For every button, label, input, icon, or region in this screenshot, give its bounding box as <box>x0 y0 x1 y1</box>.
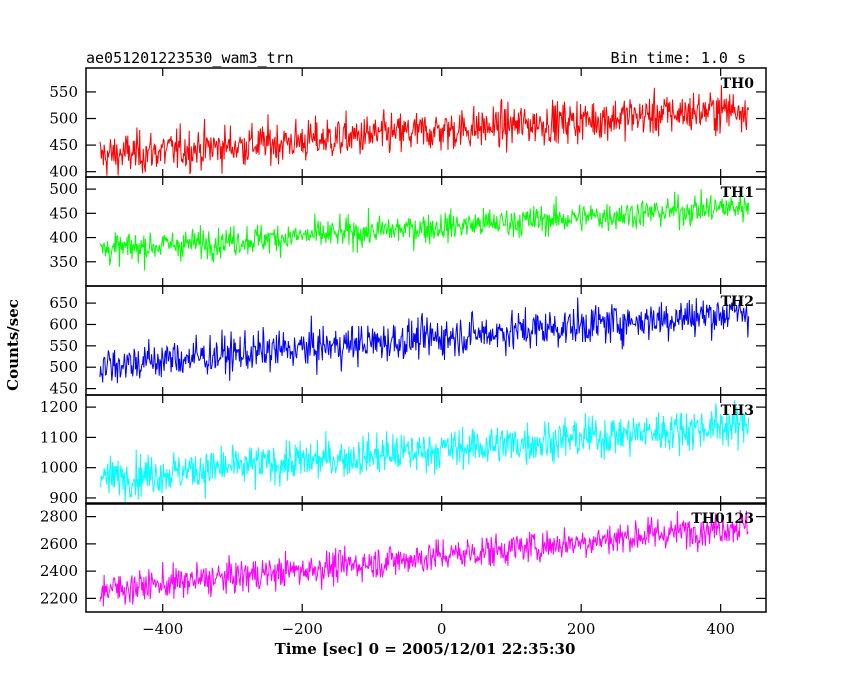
panel-frame-th0 <box>85 67 767 178</box>
y-tick-label: 450 <box>49 136 78 154</box>
y-tick-label: 2200 <box>40 589 78 607</box>
plot-title: ae051201223530_wam3_trn <box>86 49 294 67</box>
y-tick-label: 400 <box>49 229 78 247</box>
panels-group: 400 450 500 550 TH0 350 400 450 500 TH1 450 500 550 6… <box>40 67 767 638</box>
panel-label-th0: TH0 <box>721 76 755 92</box>
y-tick-label: 350 <box>49 253 78 271</box>
panel-label-th0123: TH0123 <box>691 511 754 527</box>
y-tick-label: 400 <box>49 163 78 181</box>
y-tick-label: 1100 <box>40 428 78 446</box>
x-tick-label: 200 <box>567 620 596 638</box>
y-tick-label: 600 <box>49 315 78 333</box>
y-tick-label: 500 <box>49 180 78 198</box>
bin-time-label: Bin time: 1.0 s <box>611 49 746 67</box>
y-tick-label: 650 <box>49 294 78 312</box>
x-tick-label: −200 <box>282 620 323 638</box>
panel-frame-th0123 <box>85 502 767 613</box>
y-tick-label: 1000 <box>40 459 78 477</box>
series-line-th0123 <box>99 509 749 607</box>
y-tick-label: 450 <box>49 204 78 222</box>
series-line-th2 <box>99 297 750 384</box>
y-tick-label: 550 <box>49 337 78 355</box>
x-tick-label: 0 <box>437 620 447 638</box>
panel-label-th3: TH3 <box>721 403 754 419</box>
panel-frame-th2 <box>85 285 767 396</box>
y-tick-label: 2800 <box>40 508 78 526</box>
panel-label-th2: TH2 <box>721 294 754 310</box>
series-line-th3 <box>99 400 750 503</box>
x-tick-label: 400 <box>706 620 735 638</box>
y-tick-label: 500 <box>49 110 78 128</box>
y-tick-label: 550 <box>49 83 78 101</box>
series-line-th0 <box>99 85 750 176</box>
y-axis-label: Counts/sec <box>4 299 22 391</box>
y-tick-label: 900 <box>49 489 78 507</box>
y-tick-label: 2400 <box>40 562 78 580</box>
panel-frame-th3 <box>85 394 767 505</box>
panel-label-th1: TH1 <box>721 185 754 201</box>
y-tick-label: 500 <box>49 358 78 376</box>
y-tick-label: 1200 <box>40 398 78 416</box>
series-line-th1 <box>99 189 750 271</box>
x-tick-label: −400 <box>142 620 183 638</box>
y-tick-label: 450 <box>49 380 78 398</box>
y-tick-label: 2600 <box>40 535 78 553</box>
x-axis-label: Time [sec] 0 = 2005/12/01 22:35:30 <box>275 640 576 658</box>
